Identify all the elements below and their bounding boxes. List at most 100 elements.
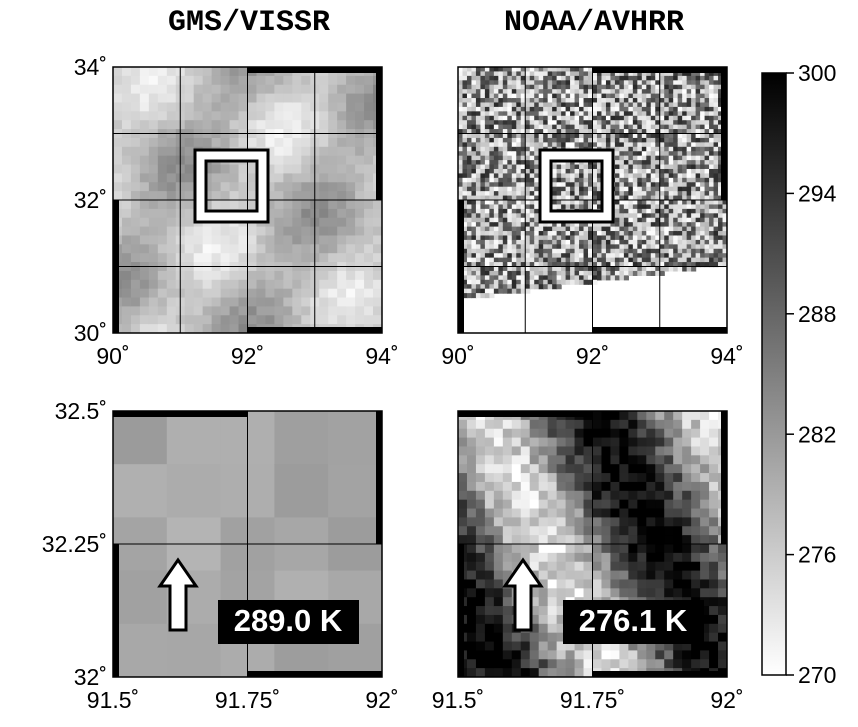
pixel: [301, 156, 311, 165]
frame-segment: [458, 411, 593, 417]
pixel: [575, 187, 580, 192]
pixel: [566, 482, 576, 491]
pixel: [364, 182, 374, 191]
pixel: [682, 102, 687, 107]
pixel: [489, 182, 494, 187]
pixel: [709, 151, 714, 156]
pixel: [691, 151, 696, 156]
pixel: [328, 464, 382, 518]
pixel: [507, 138, 512, 143]
pixel: [149, 253, 159, 262]
pixel: [328, 227, 338, 236]
pixel: [566, 111, 571, 116]
pixel: [140, 280, 150, 289]
pixel: [480, 280, 485, 285]
pixel: [601, 134, 606, 139]
pixel: [646, 562, 656, 571]
pixel: [476, 125, 481, 130]
pixel: [131, 227, 141, 236]
pixel: [337, 94, 347, 103]
pixel: [301, 76, 311, 85]
pixel: [476, 178, 481, 183]
pixel: [346, 253, 356, 262]
pixel: [503, 420, 513, 429]
pixel: [651, 200, 656, 205]
pixel: [669, 142, 674, 147]
pixel: [530, 642, 540, 651]
pixel: [512, 240, 517, 245]
pixel: [669, 125, 674, 130]
pixel: [561, 102, 566, 107]
pixel: [548, 535, 558, 544]
pixel: [140, 182, 150, 191]
pixel: [709, 107, 714, 112]
pixel: [687, 89, 692, 94]
pixel: [673, 165, 678, 170]
pixel: [494, 169, 499, 174]
pixel: [248, 111, 258, 120]
pixel: [575, 169, 580, 174]
pixel: [579, 249, 584, 254]
pixel: [471, 271, 476, 276]
pixel: [669, 213, 674, 218]
pixel: [274, 271, 284, 280]
pixel: [633, 187, 638, 192]
pixel: [480, 187, 485, 192]
pixel: [516, 258, 521, 263]
pixel: [557, 125, 562, 130]
pixel: [615, 151, 620, 156]
pixel: [494, 218, 499, 223]
pixel: [494, 187, 499, 192]
pixel: [660, 235, 665, 240]
pixel: [566, 280, 571, 285]
pixel: [687, 227, 692, 232]
pixel: [203, 244, 213, 253]
pixel: [718, 588, 728, 597]
pixel: [642, 222, 647, 227]
pixel: [525, 200, 530, 205]
pixel: [575, 473, 585, 482]
pixel: [512, 111, 517, 116]
pixel: [557, 76, 562, 81]
pixel: [709, 169, 714, 174]
pixel: [467, 588, 477, 597]
pixel: [239, 94, 249, 103]
pixel: [700, 420, 710, 429]
pixel: [579, 71, 584, 76]
pixel: [131, 111, 141, 120]
pixel: [597, 94, 602, 99]
pixel: [498, 258, 503, 263]
pixel: [601, 446, 611, 455]
pixel: [584, 267, 589, 272]
pixel: [624, 249, 629, 254]
pixel: [548, 107, 553, 112]
pixel: [498, 116, 503, 121]
pixel: [579, 67, 584, 72]
pixel: [373, 315, 383, 324]
pixel: [185, 94, 195, 103]
pixel: [633, 213, 638, 218]
pixel: [628, 125, 633, 130]
pixel: [561, 165, 566, 170]
pixel: [584, 517, 594, 526]
pixel: [230, 200, 240, 209]
pixel: [498, 209, 503, 214]
pixel: [292, 147, 302, 156]
pixel: [467, 650, 477, 659]
pixel: [642, 231, 647, 236]
pixel: [610, 244, 615, 249]
pixel: [709, 464, 719, 473]
pixel: [606, 227, 611, 232]
pixel: [700, 562, 710, 571]
pixel: [467, 94, 472, 99]
pixel: [346, 191, 356, 200]
pixel: [637, 76, 642, 81]
pixel: [364, 271, 374, 280]
pixel: [673, 187, 678, 192]
pixel: [328, 156, 338, 165]
pixel: [530, 98, 535, 103]
pixel: [633, 76, 638, 81]
pixel: [480, 178, 485, 183]
pixel: [274, 165, 284, 174]
pixel: [575, 80, 580, 85]
